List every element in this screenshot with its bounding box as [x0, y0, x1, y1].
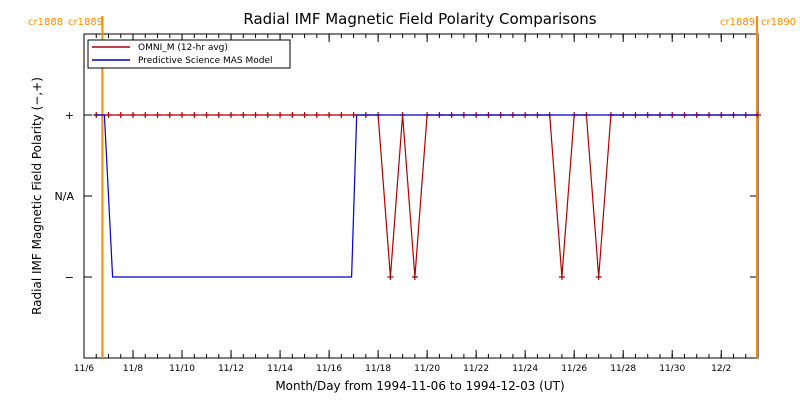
data-point: [191, 112, 198, 118]
data-point: [240, 112, 247, 118]
carrington-label: cr1889: [720, 17, 755, 28]
legend-label-mas: Predictive Science MAS Model: [138, 56, 273, 66]
x-tick-label: 11/12: [218, 364, 244, 374]
carrington-label: cr1888: [28, 17, 63, 28]
data-point: [558, 274, 565, 280]
carrington-label-right: cr1889 cr1890: [720, 17, 796, 28]
data-point: [105, 112, 112, 118]
x-tick-label: 11/20: [414, 364, 440, 374]
y-tick-label: −: [65, 271, 74, 284]
data-point: [264, 112, 271, 118]
data-point: [411, 274, 418, 280]
data-point: [289, 112, 296, 118]
x-tick-label: 11/26: [561, 364, 587, 374]
data-point: [142, 112, 149, 118]
data-point: [387, 274, 394, 280]
x-axis-ticks: 11/6 11/8 11/10 11/12 11/14 11/16 11/18 11/20 11…: [74, 34, 759, 374]
x-tick-label: 11/16: [316, 364, 342, 374]
x-tick-label: 11/14: [267, 364, 293, 374]
data-point: [252, 112, 259, 118]
y-tick-label: +: [65, 109, 74, 122]
x-tick-label: 11/6: [74, 364, 94, 374]
x-tick-label: 11/22: [463, 364, 489, 374]
carrington-rotation-lines: [101, 16, 758, 358]
data-point: [154, 112, 161, 118]
x-tick-label: 11/18: [365, 364, 391, 374]
x-tick-label: 11/10: [169, 364, 195, 374]
carrington-label-left: cr1888 cr1889: [28, 17, 103, 28]
legend-box: [87, 39, 291, 69]
x-axis-label: Month/Day from 1994-11-06 to 1994-12-03 …: [275, 379, 564, 393]
data-point: [117, 112, 124, 118]
data-point: [313, 112, 320, 118]
data-point: [350, 112, 357, 118]
carrington-label: cr1890: [761, 17, 796, 28]
series-layer: [93, 112, 761, 280]
data-point: [179, 112, 186, 118]
data-point: [203, 112, 210, 118]
data-point: [277, 112, 284, 118]
data-point: [130, 112, 137, 118]
data-point: [595, 274, 602, 280]
data-point: [326, 112, 333, 118]
data-point: [215, 112, 222, 118]
series-line: [94, 114, 758, 278]
x-tick-label: 12/2: [711, 364, 731, 374]
x-tick-label: 11/8: [123, 364, 143, 374]
x-tick-label: 11/30: [659, 364, 685, 374]
data-point: [228, 112, 235, 118]
carrington-label: cr1889: [68, 17, 103, 28]
data-point: [166, 112, 173, 118]
x-tick-label: 11/24: [512, 364, 538, 374]
data-point: [301, 112, 308, 118]
x-tick-label: 11/28: [610, 364, 636, 374]
y-axis-ticks: + N/A −: [55, 109, 758, 284]
data-point: [338, 112, 345, 118]
y-tick-label: N/A: [55, 190, 75, 203]
y-axis-label: Radial IMF Magnetic Field Polarity (−,+): [30, 77, 44, 315]
legend-label-omni: OMNI_M (12-hr avg): [138, 43, 228, 53]
chart-title: Radial IMF Magnetic Field Polarity Compa…: [243, 10, 596, 28]
series-line: [96, 114, 758, 278]
legend: OMNI_M (12-hr avg) Predictive Science MA…: [87, 39, 291, 69]
